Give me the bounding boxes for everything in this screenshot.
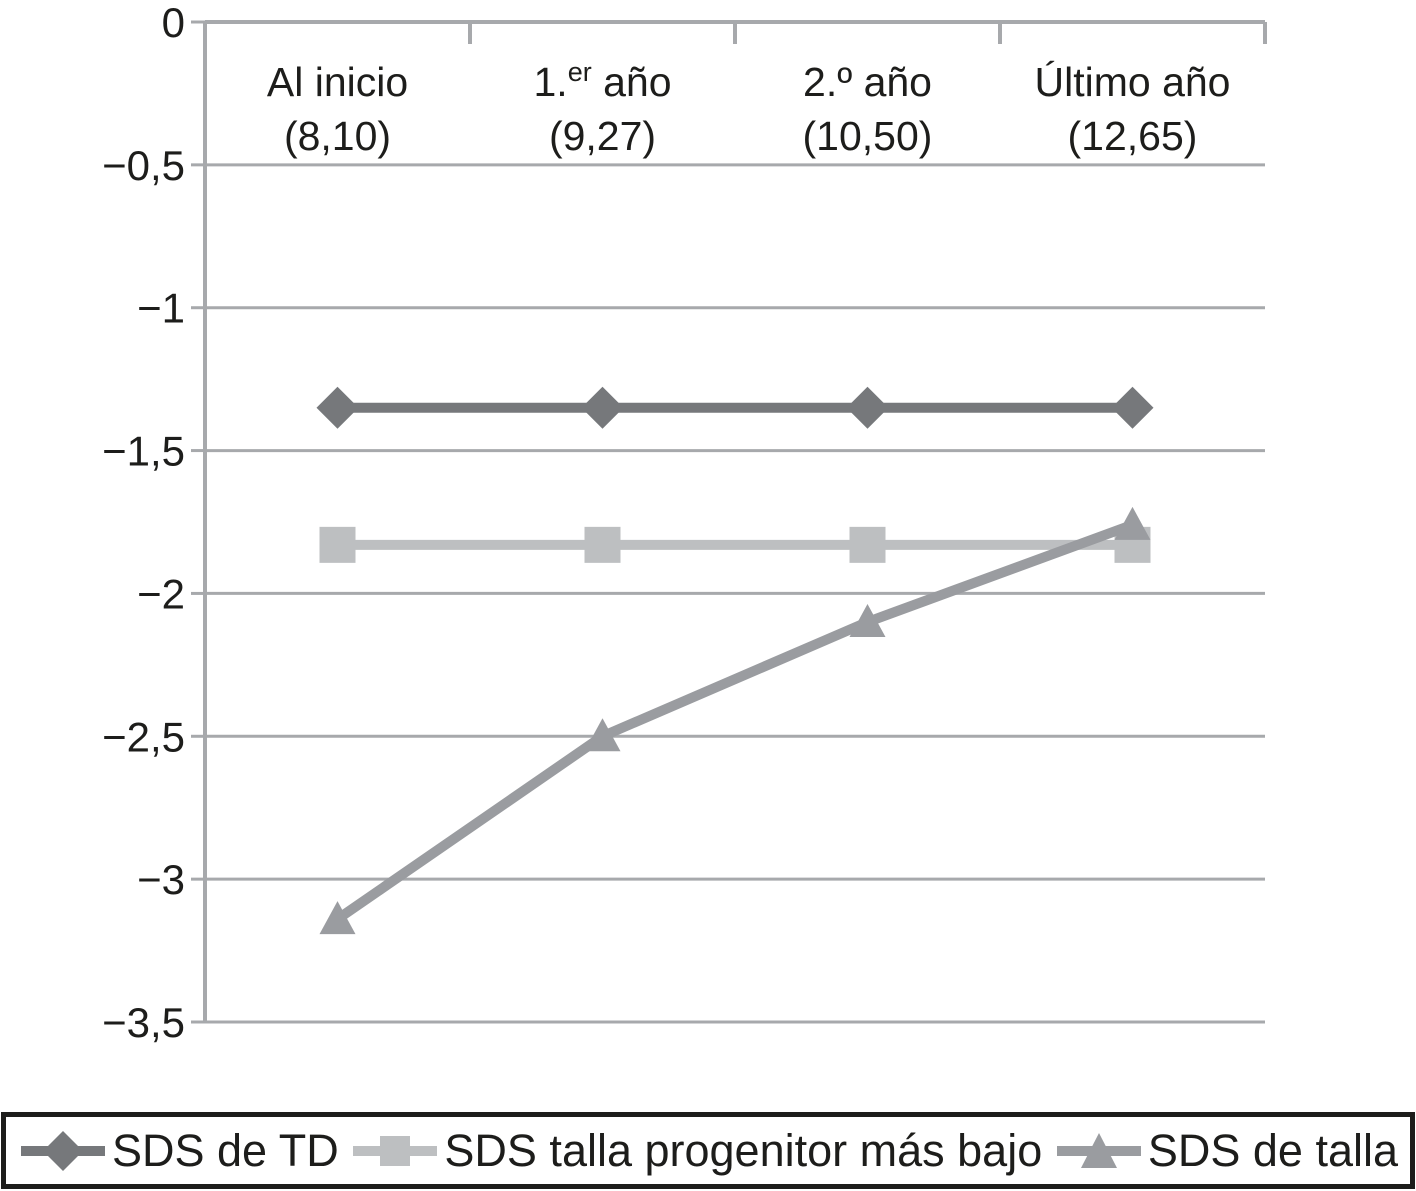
legend: SDS de TD SDS talla progenitor más bajo … bbox=[1, 1112, 1415, 1189]
square-marker-icon bbox=[353, 1135, 438, 1166]
svg-text:−2: −2 bbox=[137, 570, 185, 617]
legend-label-sds-td: SDS de TD bbox=[112, 1124, 339, 1176]
svg-text:(12,65): (12,65) bbox=[1068, 113, 1198, 159]
svg-text:Último año: Último año bbox=[1035, 59, 1231, 105]
legend-entry-sds-progenitor: SDS talla progenitor más bajo bbox=[350, 1125, 1042, 1177]
svg-text:−0,5: −0,5 bbox=[102, 142, 185, 189]
svg-text:−3,5: −3,5 bbox=[102, 999, 185, 1046]
svg-text:Al inicio: Al inicio bbox=[267, 59, 408, 105]
svg-text:−1,5: −1,5 bbox=[102, 428, 185, 475]
svg-text:1.er año: 1.er año bbox=[533, 57, 671, 105]
svg-text:0: 0 bbox=[162, 0, 185, 46]
svg-text:2.º año: 2.º año bbox=[803, 59, 932, 105]
legend-label-sds-progenitor: SDS talla progenitor más bajo bbox=[444, 1124, 1043, 1176]
legend-entry-sds-talla: SDS de talla bbox=[1054, 1125, 1398, 1177]
svg-text:(8,10): (8,10) bbox=[284, 113, 391, 159]
svg-text:(9,27): (9,27) bbox=[549, 113, 656, 159]
legend-label-sds-talla: SDS de talla bbox=[1147, 1124, 1398, 1176]
svg-text:−2,5: −2,5 bbox=[102, 713, 185, 760]
diamond-marker-icon bbox=[21, 1130, 105, 1171]
svg-text:−1: −1 bbox=[137, 285, 185, 332]
svg-text:−3: −3 bbox=[137, 856, 185, 903]
triangle-marker-icon bbox=[1056, 1132, 1141, 1168]
legend-entry-sds-td: SDS de TD bbox=[18, 1125, 339, 1177]
svg-text:(10,50): (10,50) bbox=[803, 113, 933, 159]
line-chart: 0 −0,5 −1 −1,5 −2 −2,5 −3 −3,5 Al inicio (8,10) 1.… bbox=[102, 0, 1267, 1046]
